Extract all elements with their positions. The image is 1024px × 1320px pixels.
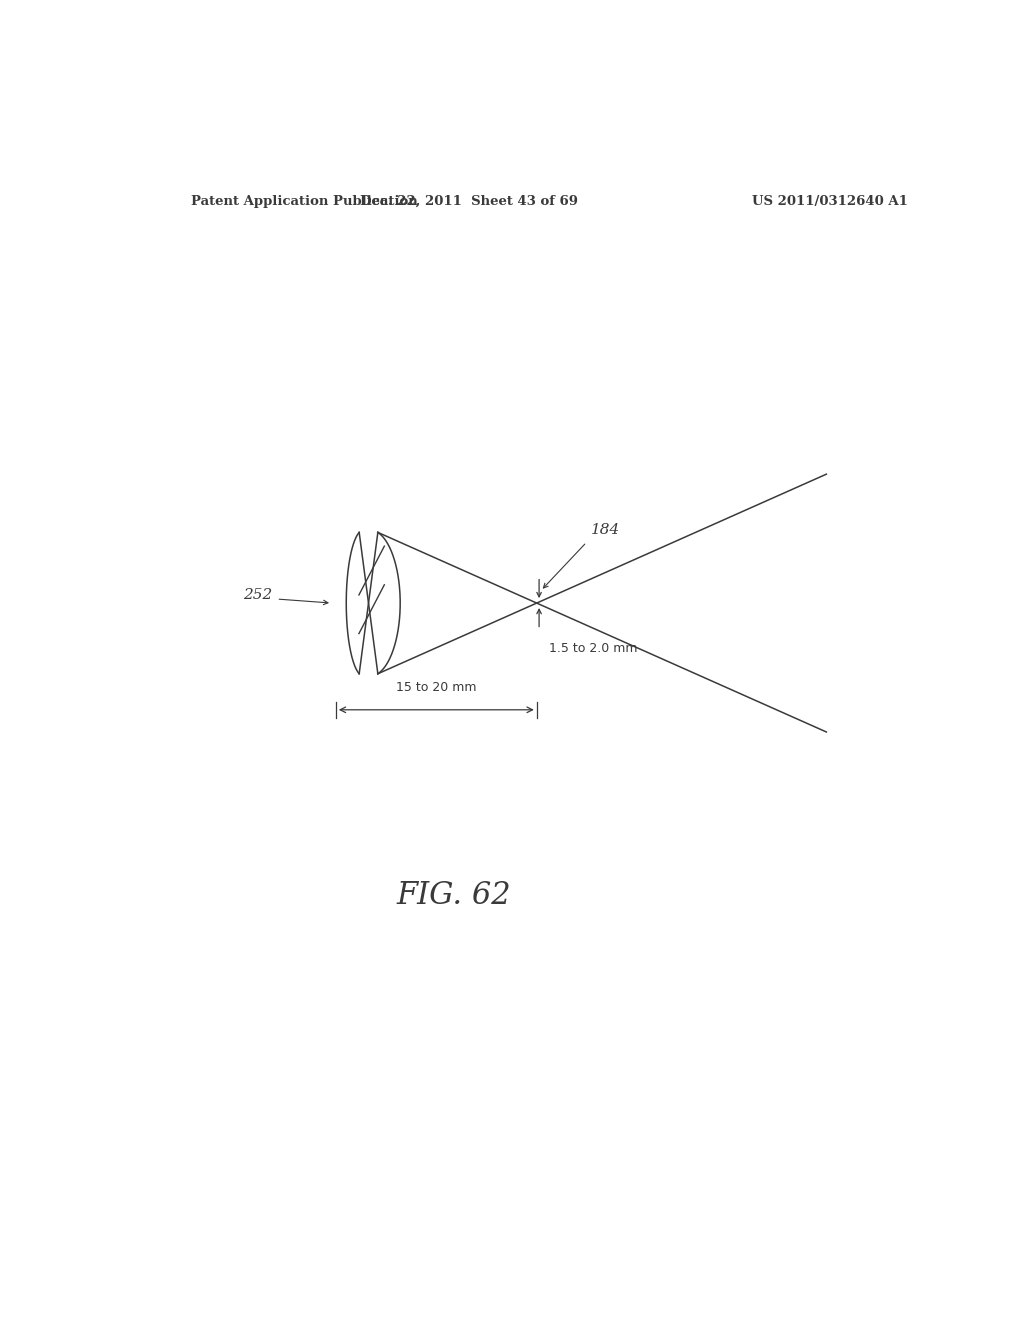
Text: 184: 184 <box>591 523 620 537</box>
Text: 15 to 20 mm: 15 to 20 mm <box>396 681 476 694</box>
Text: FIG. 62: FIG. 62 <box>396 880 511 911</box>
Text: 1.5 to 2.0 mm: 1.5 to 2.0 mm <box>549 643 637 655</box>
Text: US 2011/0312640 A1: US 2011/0312640 A1 <box>753 194 908 207</box>
Text: Patent Application Publication: Patent Application Publication <box>191 194 418 207</box>
Text: 252: 252 <box>243 587 272 602</box>
Text: Dec. 22, 2011  Sheet 43 of 69: Dec. 22, 2011 Sheet 43 of 69 <box>360 194 579 207</box>
